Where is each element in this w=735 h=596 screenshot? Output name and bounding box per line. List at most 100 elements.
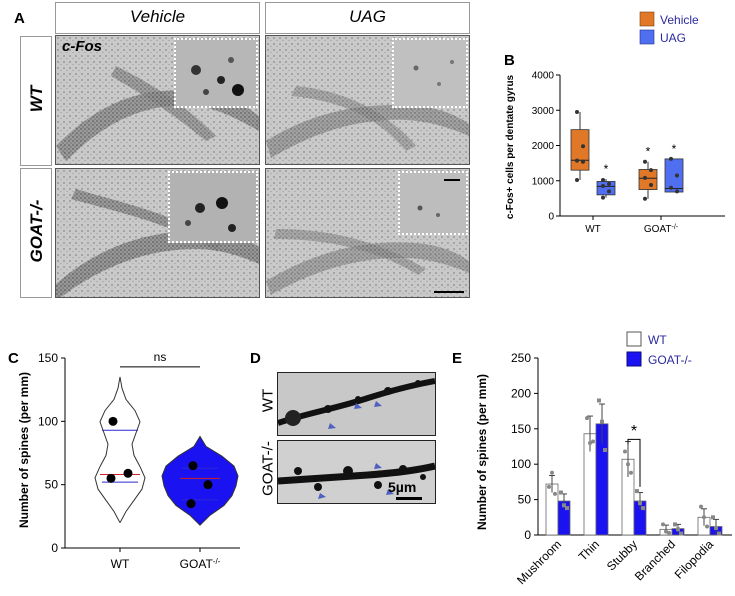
x-tick-label: Thin	[576, 537, 602, 563]
inset-zoom	[168, 171, 258, 243]
x-tick-label: GOAT-/-	[644, 224, 679, 236]
stain-label: c-Fos	[62, 38, 103, 55]
data-point	[635, 489, 639, 494]
violin-goat	[161, 435, 239, 526]
data-point	[643, 159, 647, 164]
panel-d-label-goat: GOAT-/-	[259, 441, 277, 496]
panel-d-label: D	[250, 350, 261, 367]
inset-zoom	[398, 171, 468, 235]
y-tick-label: 200	[511, 386, 531, 400]
y-tick-label: 2000	[532, 141, 555, 152]
col-header-vehicle: Vehicle	[55, 2, 260, 34]
data-point	[588, 440, 592, 445]
chart-c-plot: ns	[94, 350, 239, 526]
data-point	[601, 184, 605, 189]
data-point	[575, 178, 579, 183]
significance-mark: *	[672, 142, 677, 156]
significance-mark: *	[604, 162, 609, 176]
data-point	[553, 491, 557, 496]
data-point	[675, 189, 679, 194]
y-tick-label: 0	[51, 541, 58, 555]
data-point	[123, 468, 133, 478]
data-point	[550, 470, 554, 475]
chart-b-legend: Vehicle UAG	[639, 11, 699, 45]
row-header-goat: GOAT-/-	[27, 199, 46, 263]
data-point	[679, 531, 683, 536]
data-point	[643, 175, 647, 180]
data-point	[547, 484, 551, 489]
dendrite-image-wt	[277, 372, 436, 436]
x-tick-label: WT	[585, 224, 601, 235]
data-point	[641, 506, 645, 511]
data-point	[581, 159, 585, 164]
legend-swatch-goat	[626, 351, 642, 367]
y-tick-label: 1000	[532, 176, 555, 187]
data-point	[607, 181, 611, 186]
data-point	[711, 515, 715, 520]
data-point	[575, 110, 579, 115]
chart-b-ylabel: c-Fos+ cells per dentate gyrus	[505, 74, 516, 219]
y-tick-label: 250	[511, 351, 531, 365]
data-point	[717, 531, 721, 536]
data-point	[638, 501, 642, 506]
data-point	[188, 461, 198, 471]
legend-label-uag: UAG	[660, 31, 686, 45]
chart-b-plot: * * *	[570, 110, 684, 201]
data-point	[699, 504, 703, 509]
y-tick-label: 150	[38, 351, 58, 365]
data-point	[673, 522, 677, 527]
chart-e-ylabel: Number of spines (per mm)	[475, 374, 489, 530]
data-point	[664, 529, 668, 534]
data-point	[585, 416, 589, 421]
panel-d-row-goat: GOAT-/-	[258, 440, 278, 500]
data-point	[186, 499, 196, 509]
scale-bar	[434, 291, 464, 293]
scale-label: 5µm	[388, 479, 417, 495]
data-point	[669, 156, 673, 161]
data-point	[581, 144, 585, 149]
y-tick-label: 0	[548, 212, 554, 223]
x-tick-label: WT	[111, 557, 130, 571]
micrograph-wt-vehicle: c-Fos	[55, 35, 260, 165]
data-point	[714, 525, 718, 530]
x-tick-label: Branched	[632, 537, 678, 583]
chart-b: Vehicle UAG c-Fos+ cells per dentate gyr…	[505, 11, 725, 236]
data-point	[607, 189, 611, 194]
data-point	[575, 158, 579, 163]
panel-c-label: C	[8, 350, 19, 367]
data-point	[597, 398, 601, 403]
data-point	[669, 185, 673, 190]
panel-a-label: A	[14, 10, 25, 27]
row-header-wt: WT	[27, 85, 46, 113]
x-tick-label: Mushroom	[514, 537, 564, 587]
inset-zoom	[392, 38, 468, 108]
chart-e: WT GOAT-/- Number of spines (per mm) 0 50…	[475, 331, 732, 587]
legend-swatch-vehicle	[639, 11, 655, 27]
data-point	[600, 419, 604, 424]
chart-c: Number of spines (per mm) 0 50 100 150 WT GOA…	[17, 350, 240, 571]
y-tick-label: 50	[45, 478, 59, 492]
x-tick-label: Stubby	[604, 537, 640, 573]
legend-label-wt: WT	[648, 333, 667, 347]
significance-label: ns	[154, 350, 167, 364]
chart-c-ylabel: Number of spines (per mm)	[17, 372, 31, 528]
data-point	[603, 448, 607, 453]
data-point	[565, 506, 569, 511]
panel-e-label: E	[452, 350, 463, 367]
violin-wt	[94, 376, 146, 523]
row-header-box-goat: GOAT-/-	[20, 168, 52, 298]
micrograph-wt-uag	[265, 35, 470, 165]
data-point	[591, 439, 595, 444]
y-tick-label: 3000	[532, 106, 555, 117]
dendrite-scale-bar	[396, 497, 422, 500]
y-tick-label: 4000	[532, 71, 555, 82]
chart-b-axes: 0 1000 2000 3000 4000 WT GOAT-/-	[532, 71, 725, 236]
box-uag	[596, 181, 616, 196]
legend-label-goat: GOAT-/-	[648, 353, 692, 367]
y-tick-label: 0	[524, 528, 531, 542]
inset-zoom	[174, 38, 258, 108]
box-uag	[664, 158, 684, 193]
data-point	[203, 480, 213, 490]
data-point	[649, 168, 653, 173]
data-point	[629, 470, 633, 475]
